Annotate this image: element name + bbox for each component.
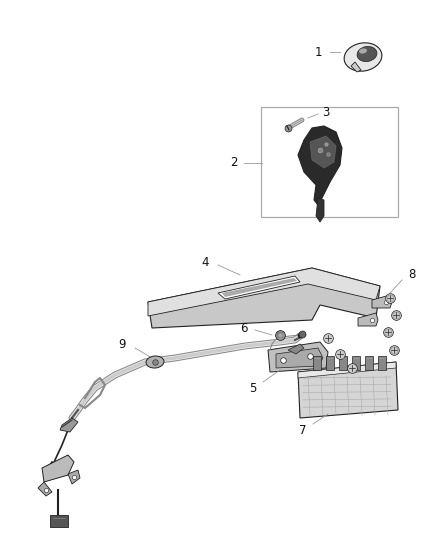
Polygon shape (310, 136, 336, 168)
Polygon shape (148, 268, 380, 316)
Text: 5: 5 (249, 382, 257, 394)
Polygon shape (218, 276, 300, 299)
Polygon shape (276, 348, 323, 368)
Polygon shape (42, 455, 74, 482)
Polygon shape (372, 295, 392, 308)
Text: 6: 6 (240, 321, 248, 335)
Polygon shape (222, 278, 297, 297)
Polygon shape (358, 313, 378, 326)
Text: 2: 2 (230, 157, 238, 169)
Text: 1: 1 (314, 45, 322, 59)
Text: 8: 8 (408, 268, 416, 280)
Polygon shape (68, 470, 80, 484)
Text: 3: 3 (322, 106, 330, 118)
Ellipse shape (344, 43, 382, 71)
Ellipse shape (359, 49, 367, 53)
Polygon shape (298, 362, 396, 378)
Ellipse shape (357, 46, 377, 62)
FancyBboxPatch shape (261, 107, 398, 217)
Ellipse shape (146, 356, 164, 368)
Polygon shape (60, 418, 78, 432)
Bar (378, 356, 386, 370)
Polygon shape (148, 268, 380, 328)
Polygon shape (351, 62, 361, 72)
Text: 4: 4 (201, 255, 209, 269)
Polygon shape (288, 344, 304, 354)
Bar (365, 356, 373, 370)
Polygon shape (298, 126, 342, 205)
Bar (326, 356, 334, 370)
Text: 7: 7 (299, 424, 307, 437)
Bar (50, 515, 68, 527)
Text: 9: 9 (118, 338, 126, 351)
Polygon shape (268, 342, 328, 372)
Bar (339, 356, 347, 370)
Polygon shape (316, 198, 324, 222)
Polygon shape (38, 482, 52, 496)
Bar (352, 356, 360, 370)
Polygon shape (298, 362, 398, 418)
Bar (313, 356, 321, 370)
